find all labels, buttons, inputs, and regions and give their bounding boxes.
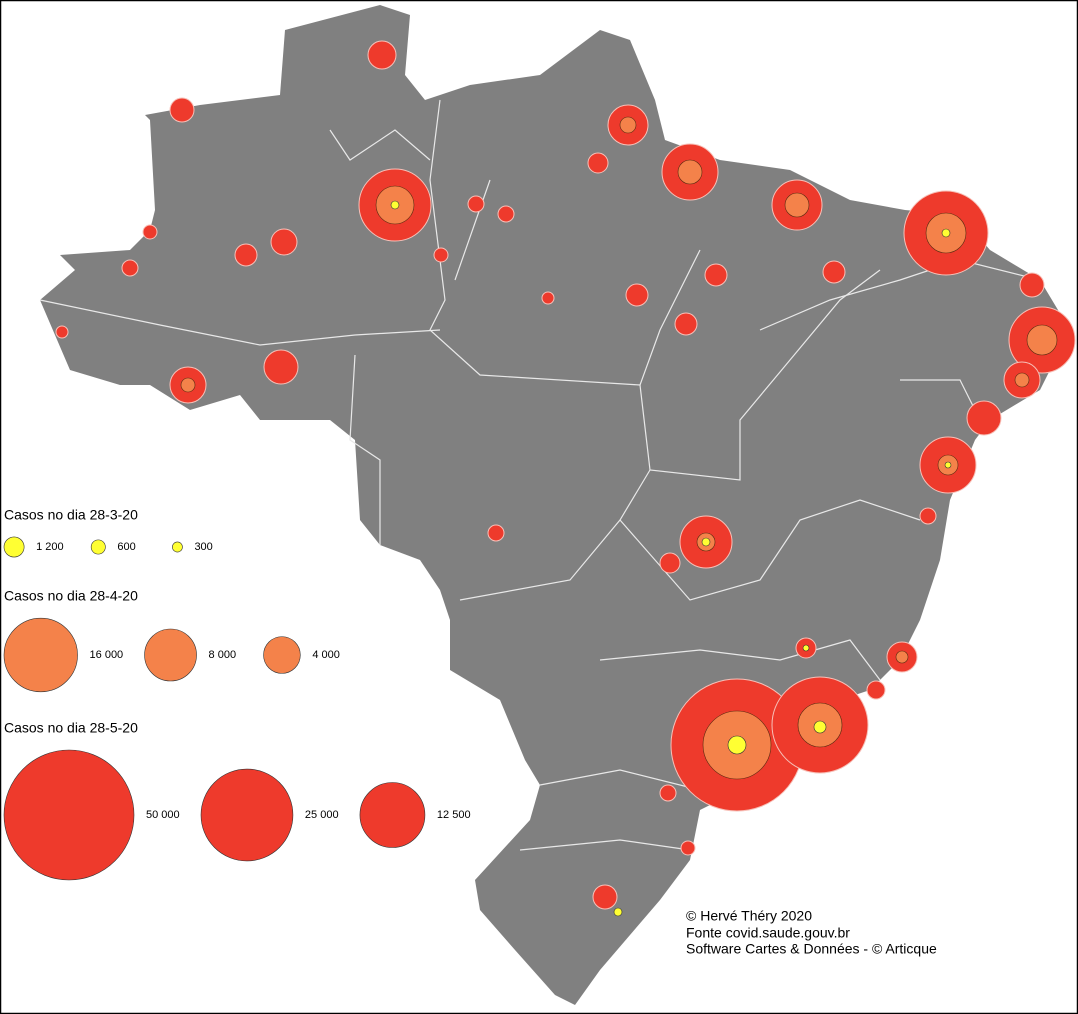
legend-circle: [3, 617, 78, 693]
legend-title: Casos no dia 28-3-20: [4, 507, 138, 523]
state-borders: [39, 99, 1041, 851]
legend-label: 16 000: [90, 649, 124, 661]
credit: © Hervé Théry 2020: [686, 908, 812, 924]
credit: Fonte covid.saude.gouv.br: [686, 925, 850, 941]
legend-title: Casos no dia 28-5-20: [4, 720, 138, 736]
legend: Casos no dia 28-3-20 1 200 600 300 Casos no …: [3, 507, 471, 881]
legend-label: 8 000: [209, 649, 237, 661]
legend-circle: [3, 749, 135, 881]
country-shape: [40, 5, 1070, 1005]
legend-label: 12 500: [437, 809, 471, 821]
legend-label: 4 000: [312, 649, 340, 661]
legend-circle: [90, 539, 106, 555]
legend-circle: [359, 782, 426, 848]
legend-label: 600: [117, 541, 135, 553]
legend-circle: [3, 536, 25, 558]
legend-label: 1 200: [36, 541, 64, 553]
legend-title: Casos no dia 28-4-20: [4, 588, 138, 604]
legend-circle: [200, 768, 294, 862]
map-circles: [55, 40, 1076, 917]
credit: Software Cartes & Données - © Articque: [686, 941, 937, 957]
legend-circle: [263, 636, 301, 674]
legend-label: 50 000: [146, 809, 180, 821]
legend-label: 25 000: [305, 809, 339, 821]
legend-circle: [144, 628, 197, 682]
legend-label: 300: [194, 541, 212, 553]
legend-circle: [172, 541, 183, 553]
